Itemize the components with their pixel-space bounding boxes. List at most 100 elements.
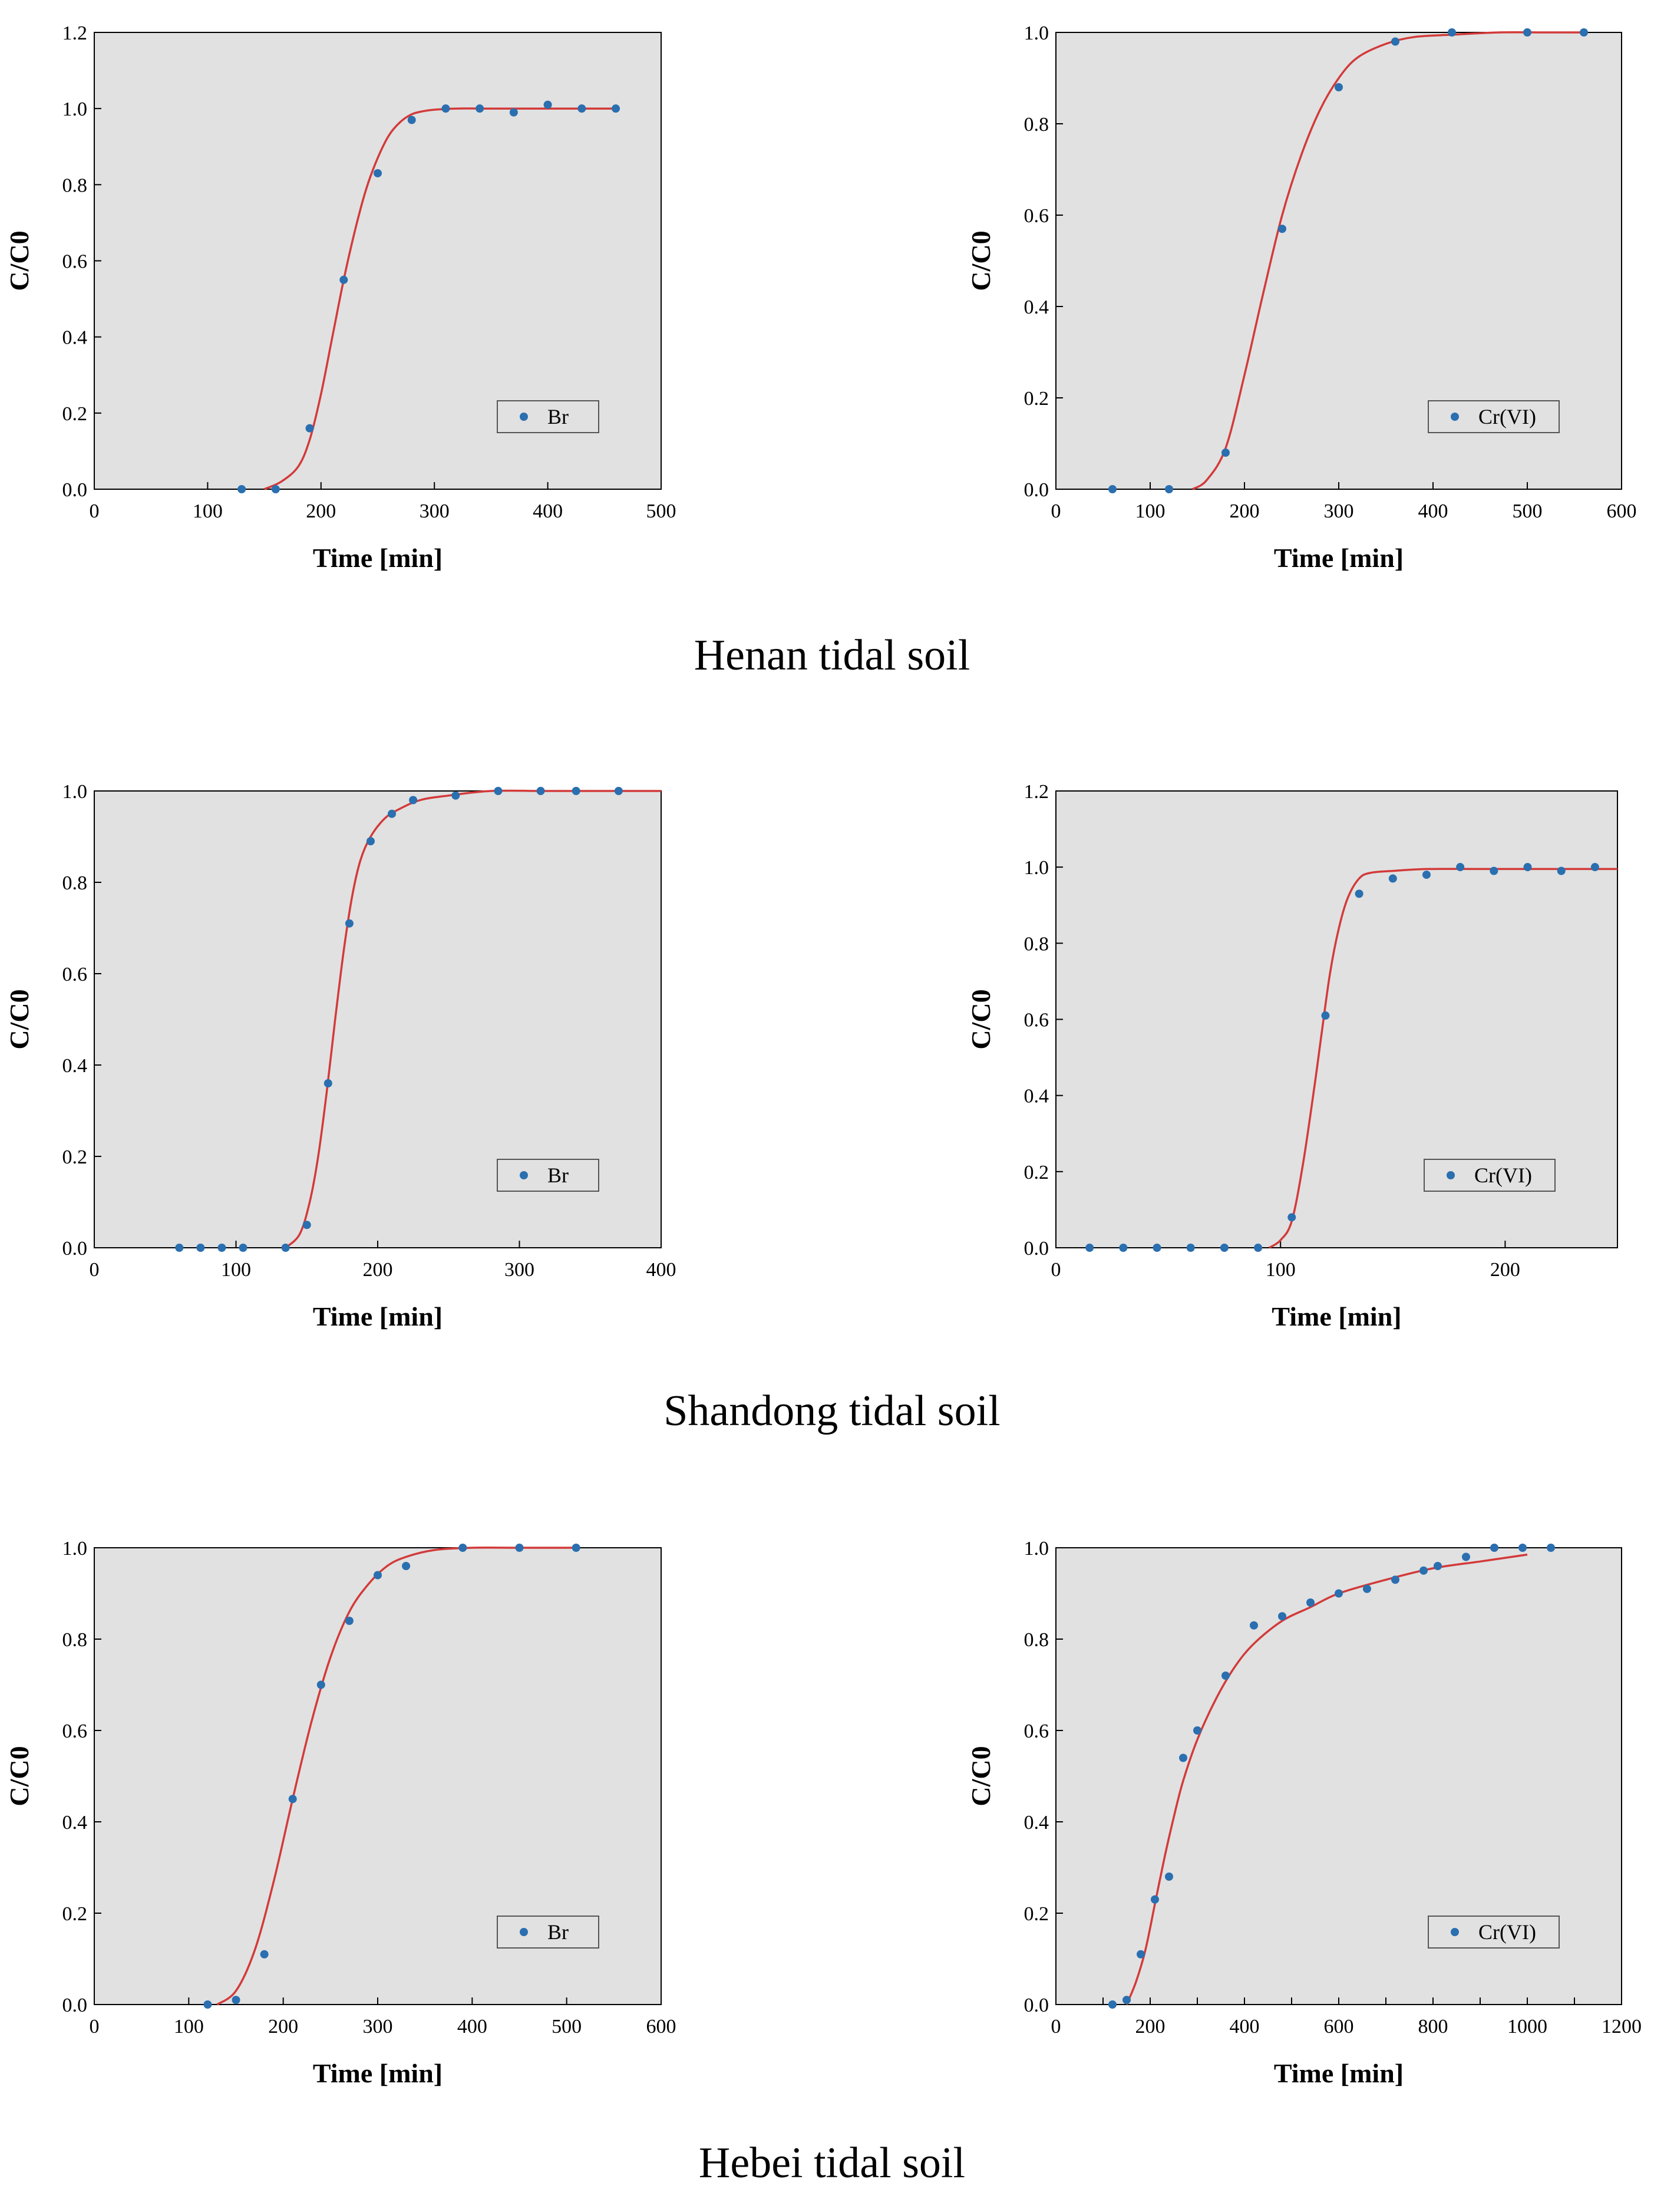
x-tick-label: 500 [1513,500,1543,522]
x-tick-label: 600 [1607,500,1637,522]
data-point [281,1244,290,1252]
data-point [1220,1244,1229,1252]
x-tick-label: 400 [1230,2016,1260,2038]
data-point [1306,1598,1315,1607]
data-point [407,116,416,124]
x-tick-label: 200 [268,2016,298,2038]
x-tick-label: 200 [1135,2016,1166,2038]
data-point [1179,1753,1187,1762]
x-tick-label: 600 [1324,2016,1354,2038]
chart-shandong-br: 0 100 200 300 400 0.0 0.2 0.4 0.6 0.8 1.0 Time [min… [4,781,676,1331]
legend-box [1428,1916,1560,1949]
y-axis-label: C/C0 [4,230,34,291]
y-axis-label: C/C0 [4,989,34,1049]
y-tick-label: 0.8 [1024,114,1049,136]
y-axis-label: C/C0 [4,1746,34,1806]
y-tick-label: 1.0 [62,1538,88,1560]
x-axis-label: Time [min] [1274,2058,1404,2088]
x-tick-label: 100 [174,2016,204,2038]
data-point [1434,1562,1442,1570]
legend-marker [1451,413,1459,421]
data-point [614,787,623,795]
data-point [1165,485,1173,493]
y-tick-label: 0.4 [1024,296,1049,318]
legend-box [497,1159,599,1192]
data-point [572,787,580,795]
x-tick-label: 500 [552,2016,582,2038]
data-point [1335,83,1343,91]
data-point [1153,1244,1161,1252]
legend-marker [520,1171,528,1179]
y-tick-label: 0.6 [62,1720,88,1742]
data-point [1547,1544,1555,1552]
data-point [1419,1566,1428,1575]
x-tick-label: 100 [1266,1259,1296,1281]
legend-box [1428,400,1560,433]
x-tick-label: 0 [1051,500,1061,522]
data-point [1221,449,1230,457]
x-tick-label: 200 [306,500,336,522]
data-point [1186,1244,1195,1252]
legend-box [1424,1159,1556,1192]
x-axis-label: Time [min] [313,2058,443,2088]
data-point [203,2000,212,2009]
y-tick-label: 0.6 [1024,205,1049,227]
x-axis-label: Time [min] [1274,543,1404,573]
data-point [374,1571,382,1580]
x-tick-label: 600 [646,2016,676,2038]
fit-curve [263,107,616,490]
fit-curve [1125,1553,1528,2005]
y-tick-label: 0.4 [62,1812,88,1834]
data-point [1151,1895,1159,1904]
data-point [451,791,460,800]
x-tick-label: 800 [1418,2016,1448,2038]
y-tick-label: 0.6 [62,964,88,985]
data-point [1523,28,1531,37]
y-tick-label: 0.4 [62,327,88,349]
data-point [302,1221,311,1229]
data-point [1221,1672,1230,1680]
data-point [1355,889,1363,898]
data-point [1165,1873,1173,1881]
y-tick-label: 0.8 [1024,1629,1049,1651]
data-point [345,919,354,928]
x-axis-label: Time [min] [313,543,443,573]
y-tick-label: 0.6 [62,251,88,273]
y-tick-label: 0.2 [62,1903,88,1925]
data-point [577,104,586,113]
data-point [196,1244,205,1252]
legend-label: Br [547,1920,569,1944]
data-point [217,1244,226,1252]
data-point [1108,2000,1117,2009]
y-tick-label: 1.0 [62,781,88,803]
data-point [1278,225,1286,233]
legend-marker [520,413,528,421]
data-point [1456,863,1465,872]
data-point [1287,1213,1296,1222]
data-point [1137,1950,1145,1959]
data-point [1122,1996,1131,2005]
data-point [1391,1575,1399,1584]
data-point [339,275,348,284]
data-point [323,1079,332,1087]
caption-hebei: Hebei tidal soil [698,2139,966,2187]
x-tick-label: 100 [221,1259,251,1281]
data-point [1254,1244,1263,1252]
x-tick-label: 200 [1230,500,1260,522]
legend-label: Cr(VI) [1478,405,1536,428]
x-tick-label: 200 [363,1259,393,1281]
data-point [1363,1584,1371,1593]
x-tick-label: 400 [533,500,563,522]
x-tick-label: 300 [504,1259,534,1281]
y-tick-label: 0.0 [62,1995,88,2016]
x-tick-label: 1000 [1507,2016,1547,2038]
y-axis-label: C/C0 [966,230,996,291]
data-point [543,100,552,109]
x-axis-label: Time [min] [313,1301,443,1331]
data-point [1422,871,1431,879]
data-point [288,1795,297,1804]
x-tick-label: 300 [1324,500,1354,522]
y-tick-label: 0.0 [62,1238,88,1260]
y-tick-label: 0.2 [62,403,88,425]
data-point [402,1562,411,1570]
